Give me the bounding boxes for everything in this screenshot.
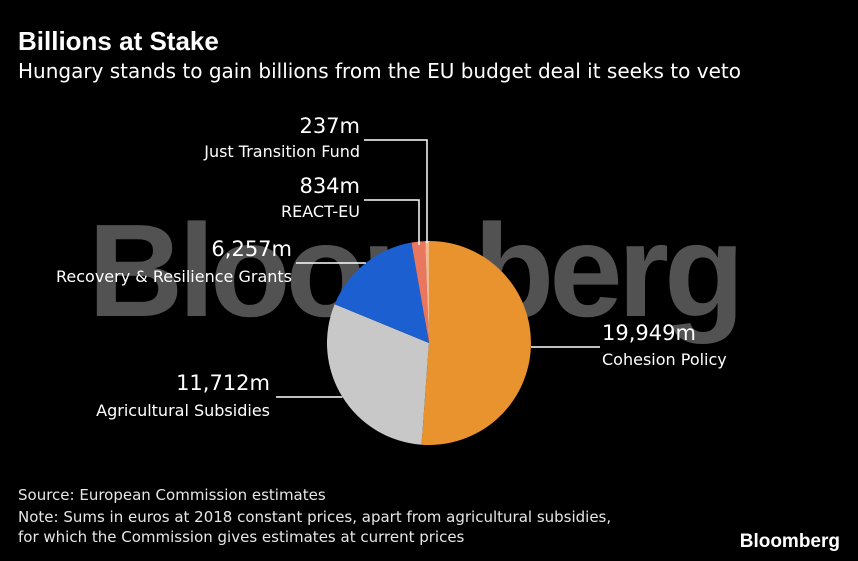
bloomberg-logo: Bloomberg [739, 531, 840, 552]
value-label-cohesion-policy: 19,949m [602, 321, 696, 345]
leader-line-react-eu [364, 199, 420, 245]
value-label-just-transition-fund: 237m [299, 114, 360, 138]
leader-line-just-transition-fund [364, 139, 428, 243]
slice-label-recovery-resilience-grants: Recovery & Resilience Grants [56, 267, 292, 286]
slice-label-cohesion-policy: Cohesion Policy [602, 350, 727, 369]
slice-label-agricultural-subsidies: Agricultural Subsidies [96, 401, 270, 420]
source-note: Source: European Commission estimates [18, 486, 326, 504]
value-label-agricultural-subsidies: 11,712m [176, 371, 270, 395]
chart-subtitle: Hungary stands to gain billions from the… [18, 59, 741, 83]
pie-slice-recovery-resilience-grants [334, 242, 429, 343]
slice-label-react-eu: REACT-EU [281, 202, 360, 221]
note-line-1: Note: Sums in euros at 2018 constant pri… [18, 508, 612, 526]
value-label-recovery-resilience-grants: 6,257m [211, 237, 292, 261]
value-label-react-eu: 834m [299, 174, 360, 198]
pie-slice-agricultural-subsidies [326, 304, 429, 445]
chart-title: Billions at Stake [18, 26, 219, 56]
pie-slice-react-eu [411, 241, 429, 343]
pie-slice-just-transition-fund [425, 240, 429, 343]
slice-label-just-transition-fund: Just Transition Fund [203, 142, 360, 161]
pie-slice-cohesion-policy [421, 241, 531, 445]
note-line-2: for which the Commission gives estimates… [18, 528, 465, 546]
